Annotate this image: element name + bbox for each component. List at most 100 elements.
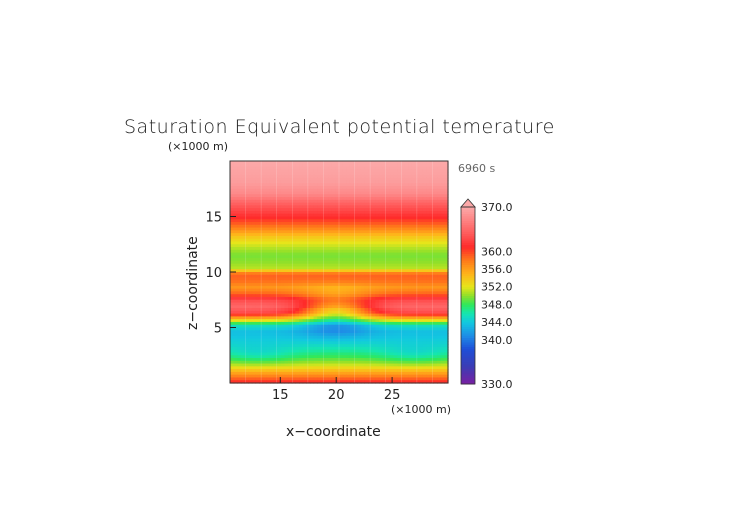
heatmap-cell — [328, 224, 333, 229]
heatmap-cell — [346, 363, 351, 367]
heatmap-cell — [320, 346, 326, 351]
heatmap-cell — [393, 319, 398, 323]
heatmap-cell — [331, 252, 336, 256]
heatmap-cell — [255, 335, 260, 340]
heatmap-cell — [400, 191, 405, 195]
heatmap-cell — [375, 366, 380, 370]
heatmap-cell — [397, 285, 402, 290]
heatmap-cell — [240, 366, 246, 370]
heatmap-cell — [429, 208, 435, 212]
heatmap-cell — [309, 174, 315, 179]
heatmap-cell — [324, 346, 329, 351]
heatmap-cell — [317, 252, 322, 256]
heatmap-cell — [400, 366, 405, 370]
heatmap-cell — [255, 324, 260, 329]
heatmap-cell — [433, 210, 438, 215]
heatmap-cell — [422, 269, 427, 273]
heatmap-cell — [273, 294, 278, 298]
heatmap-cell — [397, 310, 402, 315]
heatmap-cell — [418, 241, 424, 245]
heatmap-cell — [306, 333, 311, 337]
heatmap-cell — [248, 349, 253, 354]
heatmap-cell — [393, 191, 398, 195]
heatmap-cell — [280, 380, 286, 384]
heatmap-cell — [422, 247, 427, 251]
heatmap-cell — [251, 252, 257, 256]
heatmap-cell — [339, 349, 344, 354]
heatmap-cell — [295, 180, 300, 184]
heatmap-cell — [444, 277, 449, 281]
heatmap-cell — [382, 260, 387, 265]
heatmap-cell — [299, 302, 304, 306]
colorbar-segment — [461, 315, 475, 319]
colorbar-segment — [461, 284, 475, 288]
heatmap-cell — [349, 296, 355, 301]
heatmap-cell — [346, 371, 351, 376]
heatmap-cell — [259, 341, 264, 345]
heatmap-cell — [273, 177, 278, 182]
heatmap-cell — [411, 260, 416, 265]
heatmap-cell — [331, 338, 336, 342]
heatmap-cell — [259, 333, 264, 337]
heatmap-cell — [418, 222, 424, 226]
heatmap-cell — [378, 305, 384, 309]
heatmap-cell — [415, 238, 420, 243]
heatmap-cell — [248, 288, 253, 293]
heatmap-cell — [360, 219, 366, 223]
heatmap-cell — [349, 310, 355, 315]
heatmap-cell — [331, 238, 336, 243]
heatmap-cell — [353, 371, 358, 376]
heatmap-cell — [269, 377, 275, 381]
heatmap-cell — [342, 161, 347, 165]
heatmap-cell — [306, 227, 311, 231]
heatmap-cell — [371, 291, 376, 295]
heatmap-cell — [284, 263, 289, 268]
heatmap-cell — [299, 366, 304, 370]
heatmap-cell — [433, 252, 438, 256]
heatmap-cell — [404, 230, 409, 234]
heatmap-cell — [440, 363, 445, 367]
heatmap-cell — [371, 188, 376, 193]
heatmap-cell — [364, 366, 369, 370]
heatmap-cell — [397, 216, 402, 220]
heatmap-cell — [320, 263, 326, 268]
heatmap-cell — [269, 166, 275, 170]
heatmap-cell — [284, 247, 289, 251]
heatmap-cell — [360, 174, 366, 179]
heatmap-cell — [251, 291, 257, 295]
heatmap-cell — [404, 185, 409, 190]
heatmap-cell — [248, 260, 253, 265]
heatmap-cell — [429, 269, 435, 273]
heatmap-cell — [444, 330, 449, 334]
heatmap-cell — [397, 205, 402, 209]
heatmap-cell — [277, 288, 282, 293]
heatmap-cell — [346, 324, 351, 329]
heatmap-cell — [349, 338, 355, 342]
heatmap-cell — [411, 344, 416, 348]
heatmap-cell — [240, 291, 246, 295]
heatmap-cell — [302, 310, 307, 315]
heatmap-cell — [375, 344, 380, 348]
heatmap-cell — [280, 335, 286, 340]
heatmap-cell — [386, 352, 391, 356]
heatmap-cell — [360, 285, 366, 290]
heatmap-cell — [378, 227, 384, 231]
heatmap-cell — [346, 272, 351, 276]
heatmap-cell — [306, 294, 311, 298]
heatmap-cell — [346, 366, 351, 370]
heatmap-cell — [299, 241, 304, 245]
x-tick-label: 20 — [328, 388, 345, 403]
heatmap-cell — [320, 321, 326, 326]
heatmap-cell — [233, 166, 238, 170]
heatmap-cell — [429, 213, 435, 218]
colorbar-tick-label: 370.0 — [481, 201, 513, 214]
heatmap-cell — [251, 316, 257, 320]
heatmap-cell — [415, 313, 420, 318]
heatmap-cell — [426, 172, 431, 176]
heatmap-cell — [273, 233, 278, 237]
heatmap-cell — [299, 219, 304, 223]
heatmap-cell — [386, 163, 391, 168]
colorbar-segment — [461, 213, 475, 217]
heatmap-cell — [440, 358, 445, 362]
heatmap-cell — [411, 197, 416, 201]
